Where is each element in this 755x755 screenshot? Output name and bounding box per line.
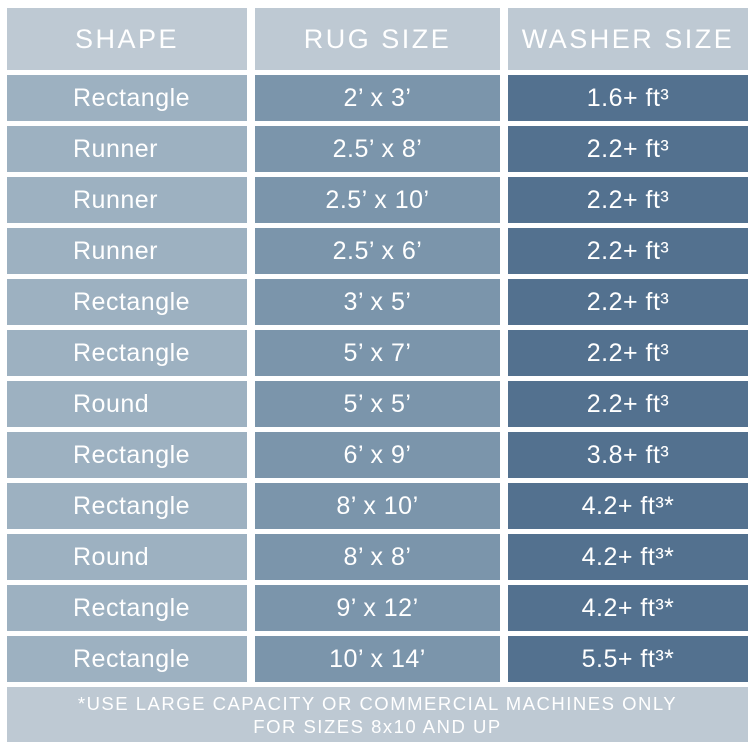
rug-size-cell: 2.5’ x 6’ — [255, 228, 500, 274]
rug-size-cell: 8’ x 10’ — [255, 483, 500, 529]
washer-size-cell: 4.2+ ft³* — [508, 585, 748, 631]
washer-size-cell: 2.2+ ft³ — [508, 330, 748, 376]
shape-column-header: SHAPE — [7, 8, 247, 70]
rug-size-cell: 5’ x 7’ — [255, 330, 500, 376]
rug-size-cell: 9’ x 12’ — [255, 585, 500, 631]
shape-cell: Runner — [7, 228, 247, 274]
shape-cell: Rectangle — [7, 585, 247, 631]
shape-cell: Round — [7, 381, 247, 427]
rug-size-cell: 2.5’ x 8’ — [255, 126, 500, 172]
shape-cell: Round — [7, 534, 247, 580]
capacity-footnote: *USE LARGE CAPACITY OR COMMERCIAL MACHIN… — [7, 687, 748, 742]
rug-size-cell: 5’ x 5’ — [255, 381, 500, 427]
washer-size-cell: 4.2+ ft³* — [508, 534, 748, 580]
washer-size-cell: 2.2+ ft³ — [508, 279, 748, 325]
rug-size-cell: 2.5’ x 10’ — [255, 177, 500, 223]
rug-size-cell: 6’ x 9’ — [255, 432, 500, 478]
rug-size-column-header: RUG SIZE — [255, 8, 500, 70]
footnote-line-1: *USE LARGE CAPACITY OR COMMERCIAL MACHIN… — [77, 692, 678, 714]
washer-size-cell: 2.2+ ft³ — [508, 177, 748, 223]
washer-size-cell: 2.2+ ft³ — [508, 228, 748, 274]
washer-size-column-header: WASHER SIZE — [508, 8, 748, 70]
shape-cell: Runner — [7, 126, 247, 172]
rug-size-cell: 10’ x 14’ — [255, 636, 500, 682]
rug-size-cell: 3’ x 5’ — [255, 279, 500, 325]
rug-size-cell: 2’ x 3’ — [255, 75, 500, 121]
washer-size-cell: 5.5+ ft³* — [508, 636, 748, 682]
washer-size-cell: 1.6+ ft³ — [508, 75, 748, 121]
shape-cell: Rectangle — [7, 75, 247, 121]
shape-cell: Rectangle — [7, 636, 247, 682]
washer-size-cell: 2.2+ ft³ — [508, 126, 748, 172]
shape-cell: Rectangle — [7, 483, 247, 529]
shape-cell: Rectangle — [7, 432, 247, 478]
washer-size-cell: 3.8+ ft³ — [508, 432, 748, 478]
shape-cell: Runner — [7, 177, 247, 223]
shape-cell: Rectangle — [7, 330, 247, 376]
washer-size-cell: 2.2+ ft³ — [508, 381, 748, 427]
shape-cell: Rectangle — [7, 279, 247, 325]
rug-size-cell: 8’ x 8’ — [255, 534, 500, 580]
washer-size-cell: 4.2+ ft³* — [508, 483, 748, 529]
footnote-line-2: FOR SIZES 8x10 AND UP — [253, 715, 502, 737]
